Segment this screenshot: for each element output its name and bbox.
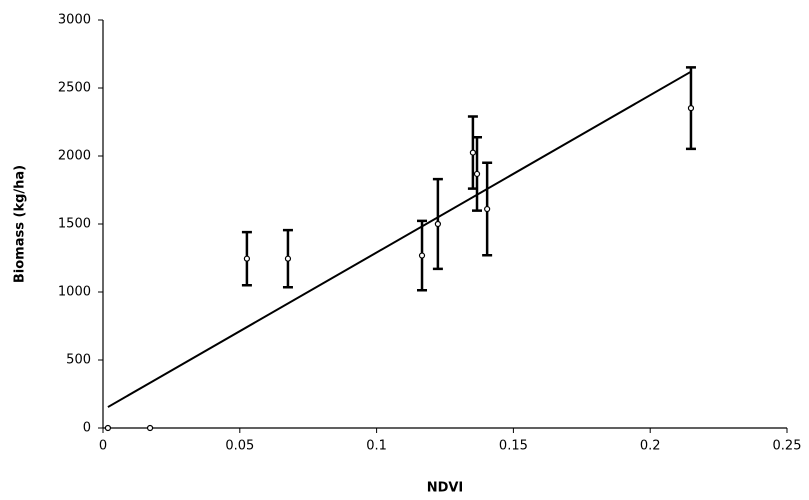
x-tick-label: 0.05 [225,439,254,454]
y-tick-label: 3000 [58,13,91,28]
y-axis-label: Biomass (kg/ha) [13,165,28,283]
point [104,424,112,432]
point [243,255,251,262]
x-axis-label: NDVI [427,481,464,496]
point [484,205,491,213]
x-tick-label: 0.25 [773,439,802,454]
point [469,149,477,156]
x-tick-label: 0 [99,439,107,454]
x-tick-label: 0.2 [640,439,661,454]
point [687,105,695,112]
point [473,170,481,178]
point [434,220,441,228]
x-tick-label: 0.15 [499,439,528,454]
point [146,424,154,432]
y-tick-label: 2500 [58,81,91,96]
trendline [107,70,692,408]
point [284,255,292,262]
y-tick-label: 500 [66,353,91,368]
y-tick-label: 1500 [58,217,91,232]
y-tick-label: 0 [83,421,91,436]
x-tick-label: 0.1 [366,439,387,454]
y-tick-label: 2000 [58,149,91,164]
y-tick-label: 1000 [58,285,91,300]
point [418,252,426,259]
